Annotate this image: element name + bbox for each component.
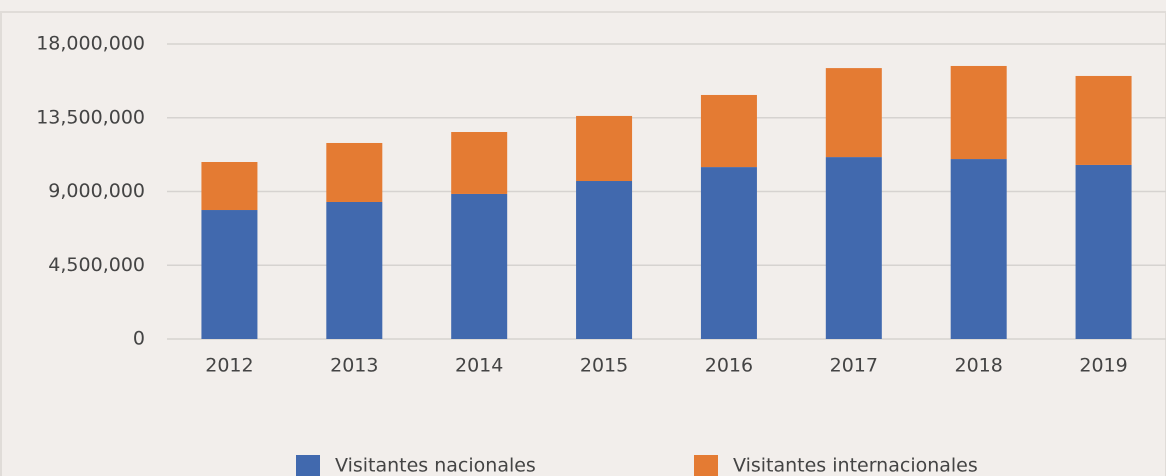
x-tick-label: 2012 <box>205 355 253 377</box>
y-tick-label: 0 <box>133 328 145 350</box>
bar-segment <box>576 181 633 339</box>
x-tick-label: 2019 <box>1079 355 1127 377</box>
legend-label: Visitantes internacionales <box>733 455 978 476</box>
bar-segment <box>700 167 757 339</box>
bar-segment <box>825 157 882 339</box>
bar-segment <box>451 193 508 339</box>
bar-segment <box>326 201 383 339</box>
x-tick-label: 2014 <box>455 355 503 377</box>
bar-segment <box>201 162 258 211</box>
bar-segment <box>825 68 882 158</box>
legend-swatch <box>296 455 320 476</box>
x-tick-label: 2017 <box>830 355 878 377</box>
bar-segment <box>326 142 383 202</box>
frame <box>0 11 1166 476</box>
x-tick-label: 2016 <box>705 355 753 377</box>
bar-segment <box>576 115 633 182</box>
bar-segment <box>950 65 1007 160</box>
bar-segment <box>1075 164 1132 339</box>
legend-label: Visitantes nacionales <box>335 455 536 476</box>
bar-segment <box>451 132 508 194</box>
x-tick-label: 2015 <box>580 355 628 377</box>
bar-segment <box>700 94 757 168</box>
y-tick-label: 9,000,000 <box>48 180 145 202</box>
y-tick-label: 13,500,000 <box>36 106 145 128</box>
x-tick-label: 2018 <box>955 355 1003 377</box>
bar-segment <box>950 159 1007 339</box>
legend-swatch <box>694 455 718 476</box>
bar-segment <box>1075 75 1132 165</box>
y-tick-label: 18,000,000 <box>36 33 145 55</box>
y-tick-label: 4,500,000 <box>48 254 145 276</box>
bar-segment <box>201 210 258 339</box>
x-tick-label: 2013 <box>330 355 378 377</box>
